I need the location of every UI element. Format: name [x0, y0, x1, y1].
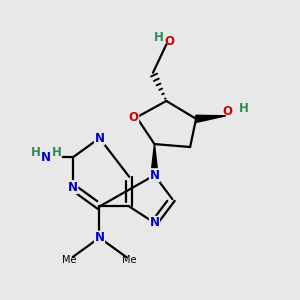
Text: H: H: [31, 146, 40, 160]
Text: O: O: [222, 105, 232, 118]
Text: N: N: [94, 132, 104, 145]
Polygon shape: [196, 115, 226, 122]
Text: H: H: [239, 102, 249, 115]
Text: N: N: [149, 216, 160, 229]
Text: H: H: [51, 146, 61, 160]
Text: H: H: [154, 31, 164, 44]
Polygon shape: [151, 144, 158, 175]
Text: N: N: [149, 169, 160, 182]
Text: Me: Me: [122, 255, 136, 265]
Text: Me: Me: [62, 255, 77, 265]
Text: O: O: [164, 35, 174, 48]
Text: N: N: [41, 151, 51, 164]
Text: N: N: [68, 181, 78, 194]
Text: O: O: [129, 111, 139, 124]
Text: N: N: [94, 231, 104, 244]
